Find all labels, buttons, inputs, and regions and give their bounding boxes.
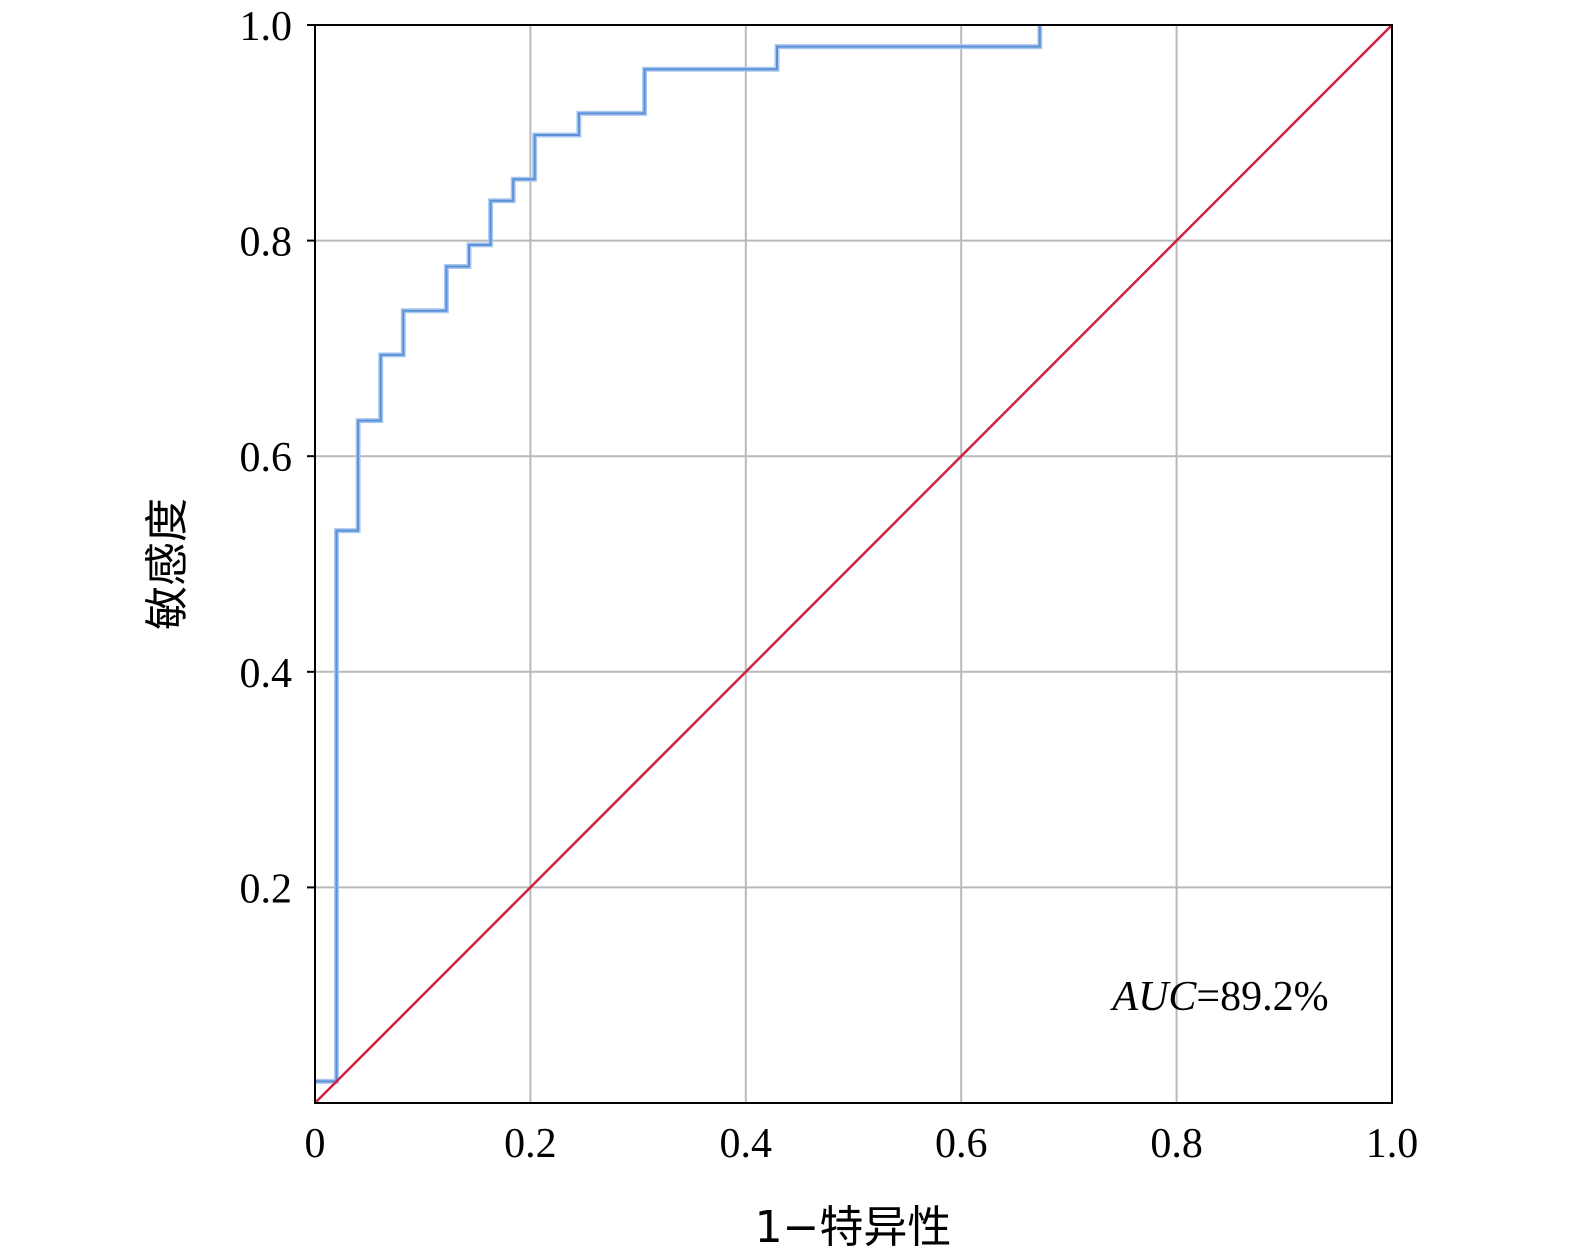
y-axis-title: 敏感度 [142, 498, 193, 630]
y-tick-label-2: 0.6 [240, 435, 293, 481]
grid-lines [315, 25, 1392, 1103]
auc-label-italic: AUC [1109, 974, 1197, 1020]
roc-curve-line [315, 25, 1041, 1083]
x-tick-label-1: 0.2 [504, 1121, 557, 1167]
roc-curve-halo [315, 25, 1043, 1084]
x-tick-label-2: 0.4 [720, 1121, 773, 1167]
y-tick-label-4: 1.0 [240, 4, 293, 50]
plot-frame [314, 24, 1393, 1104]
reference-diagonal-line [314, 24, 1393, 1104]
x-tick-label-0: 0 [305, 1121, 326, 1167]
x-tick-label-3: 0.6 [935, 1121, 988, 1167]
y-tick-label-0: 0.2 [240, 866, 293, 912]
y-tick-label-3: 0.8 [240, 220, 293, 266]
x-tick-label-4: 0.8 [1150, 1121, 1203, 1167]
x-tick-label-5: 1.0 [1366, 1121, 1419, 1167]
auc-annotation: AUC=89.2% [1109, 974, 1328, 1020]
tick-layer: 0 0.2 0.4 0.6 0.8 1.0 0.2 0.4 0.6 0.8 1.0 [240, 4, 1419, 1167]
y-tick-label-1: 0.4 [240, 651, 293, 697]
auc-value: =89.2% [1196, 974, 1328, 1020]
series-layer [314, 24, 1393, 1104]
x-axis-title: 1−特异性 [755, 1202, 952, 1253]
